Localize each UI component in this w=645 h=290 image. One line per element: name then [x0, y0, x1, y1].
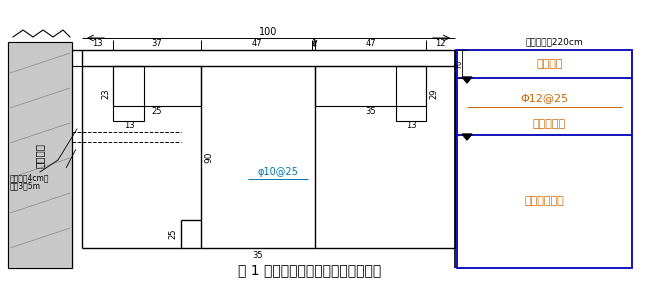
Text: 23: 23 [101, 88, 110, 99]
Text: 90: 90 [204, 151, 213, 163]
Bar [315, 66, 426, 106]
Polygon shape [8, 42, 72, 268]
Text: 37: 37 [152, 39, 162, 48]
Text: 70: 70 [455, 59, 464, 69]
Text: φ10@25: φ10@25 [257, 167, 298, 177]
Text: 47: 47 [252, 39, 262, 48]
Bar [457, 50, 632, 268]
Text: 流水槽宽4cm，: 流水槽宽4cm， [10, 173, 50, 182]
Text: 道床板底面: 道床板底面 [533, 119, 566, 130]
Bar [113, 66, 144, 121]
Text: 12: 12 [435, 39, 446, 48]
Text: 13: 13 [92, 39, 103, 48]
Bar [113, 66, 201, 106]
Bar [395, 66, 426, 121]
Polygon shape [462, 134, 472, 140]
Text: 内轨顶面: 内轨顶面 [536, 59, 562, 69]
Text: 35: 35 [252, 251, 263, 260]
Text: Φ12@25: Φ12@25 [521, 93, 568, 104]
Text: 二衆边墙: 二衆边墙 [35, 142, 45, 168]
Text: 100: 100 [259, 27, 278, 37]
Text: 13: 13 [406, 122, 417, 130]
Text: 1: 1 [311, 39, 316, 48]
Text: 35: 35 [365, 106, 376, 115]
Text: 图 1 水沟及通信信号电缆槽结构详图: 图 1 水沟及通信信号电缆槽结构详图 [239, 263, 382, 277]
Text: 25: 25 [152, 106, 162, 115]
Text: 间距3～5m: 间距3～5m [10, 182, 41, 191]
Bar [82, 50, 455, 66]
Text: 29: 29 [429, 88, 438, 99]
Polygon shape [462, 77, 472, 83]
Text: 25: 25 [168, 229, 177, 239]
Text: 47: 47 [365, 39, 376, 48]
Text: 13: 13 [124, 122, 135, 130]
Text: 无纨轨道垫层: 无纨轨道垫层 [524, 197, 564, 206]
Text: 正线路中矩220cm: 正线路中矩220cm [526, 37, 583, 46]
